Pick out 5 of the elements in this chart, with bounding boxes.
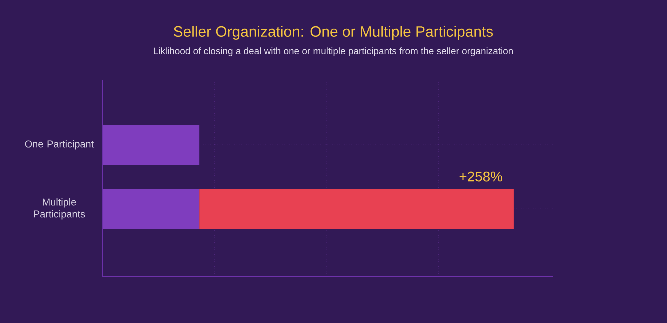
chart-subtitle: Liklihood of closing a deal with one or multiple participants from the seller organization: [154, 48, 514, 56]
chart-title: Seller Organization: One or Multiple Participants: [174, 26, 494, 40]
y-tick-label: Multiple Participants: [34, 198, 86, 220]
y-tick-label: One Participant: [25, 140, 94, 150]
annotation: +258%: [460, 172, 502, 182]
